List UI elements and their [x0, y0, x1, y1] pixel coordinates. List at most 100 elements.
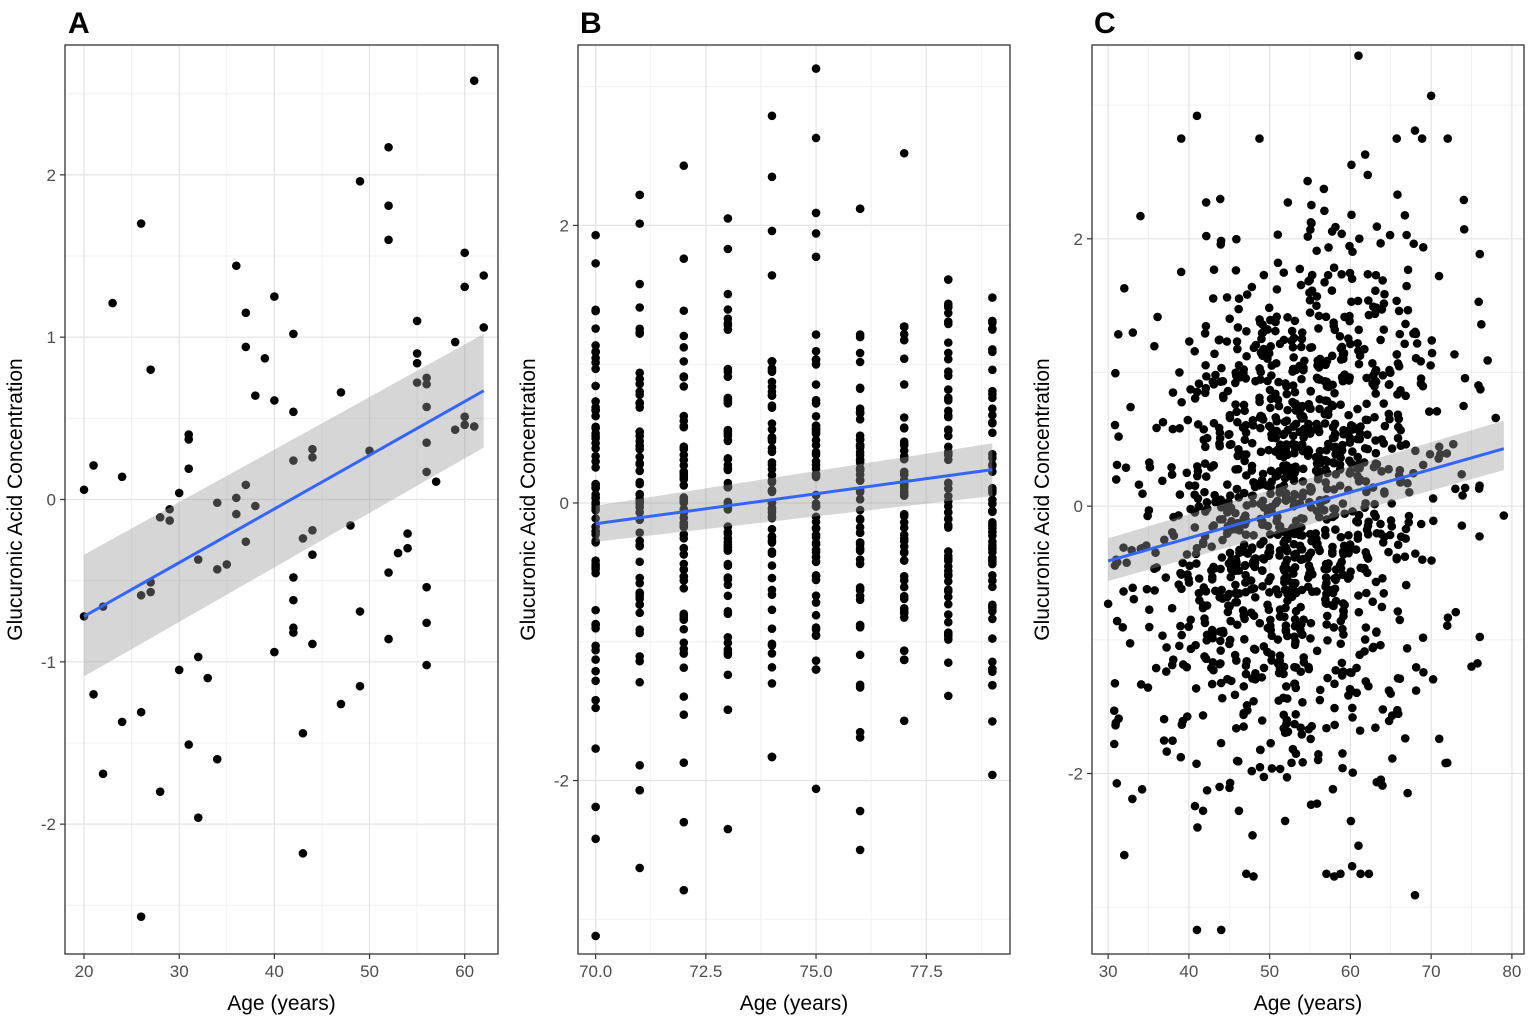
data-point: [1249, 872, 1258, 881]
data-point: [723, 214, 733, 223]
data-point: [1182, 550, 1192, 559]
data-point: [1323, 673, 1332, 683]
data-point: [1329, 318, 1338, 327]
data-point: [1315, 695, 1325, 705]
data-point: [1404, 518, 1414, 527]
data-point: [855, 559, 865, 569]
data-point: [1322, 599, 1331, 608]
data-point: [1216, 240, 1226, 249]
data-point: [1323, 564, 1332, 574]
data-point: [899, 354, 909, 363]
data-point: [1297, 328, 1307, 337]
data-point: [1288, 439, 1298, 449]
x-tick-label: 60: [455, 962, 474, 981]
data-point: [811, 499, 821, 508]
data-point: [1427, 336, 1437, 345]
data-point: [1271, 433, 1281, 443]
data-point: [469, 422, 479, 431]
data-point: [679, 519, 689, 528]
data-point: [988, 404, 997, 413]
data-point: [1411, 686, 1421, 695]
data-point: [1425, 449, 1435, 459]
data-point: [241, 480, 251, 490]
data-point: [1167, 470, 1177, 479]
data-point: [1249, 644, 1259, 654]
data-point: [1322, 396, 1332, 406]
data-point: [811, 470, 821, 479]
data-point: [1377, 435, 1386, 444]
data-point: [1400, 552, 1410, 561]
data-point: [1255, 134, 1264, 143]
data-point: [1368, 643, 1378, 653]
panel-border: [1091, 44, 1525, 955]
data-point: [1232, 484, 1242, 494]
data-point: [767, 226, 777, 236]
data-point: [1476, 384, 1485, 394]
data-point: [1266, 403, 1275, 413]
data-point: [1272, 285, 1282, 294]
data-point: [1345, 433, 1355, 443]
data-point: [635, 785, 645, 795]
data-point: [422, 618, 431, 628]
data-point: [1145, 458, 1154, 467]
data-point: [1266, 738, 1275, 748]
data-point: [1258, 320, 1267, 329]
data-point: [679, 343, 689, 352]
data-point: [1251, 593, 1260, 602]
data-point: [591, 568, 600, 578]
data-point: [1306, 482, 1315, 492]
data-point: [412, 349, 422, 358]
data-point: [1275, 764, 1285, 774]
data-point: [1241, 661, 1251, 671]
data-point: [723, 364, 733, 374]
data-point: [988, 680, 997, 690]
data-point: [1401, 580, 1411, 590]
data-point: [943, 497, 953, 506]
data-point: [1477, 320, 1486, 329]
data-point: [1112, 779, 1122, 788]
data-point: [1336, 532, 1346, 542]
data-point: [1322, 620, 1331, 629]
data-point: [1251, 376, 1260, 386]
data-point: [108, 298, 117, 308]
data-point: [988, 614, 997, 624]
data-point: [1289, 476, 1299, 486]
data-point: [1216, 636, 1225, 646]
data-point: [943, 554, 953, 563]
data-point: [1457, 469, 1466, 479]
data-point: [1267, 361, 1277, 370]
data-point: [679, 885, 689, 895]
data-point: [988, 717, 997, 726]
data-point: [1114, 432, 1123, 441]
data-point: [635, 427, 645, 437]
data-point: [1218, 376, 1228, 386]
data-point: [1136, 211, 1145, 221]
data-point: [431, 477, 441, 486]
data-point: [1174, 580, 1184, 589]
data-point: [1303, 573, 1313, 583]
data-point: [1475, 481, 1484, 490]
data-point: [591, 676, 600, 686]
confidence-band: [595, 443, 993, 542]
data-point: [635, 863, 645, 873]
data-point: [767, 172, 777, 182]
data-point: [1282, 694, 1292, 703]
data-point: [1296, 280, 1306, 290]
data-point: [899, 655, 909, 665]
data-point: [1303, 232, 1313, 241]
data-point: [1241, 669, 1251, 679]
data-point: [811, 411, 821, 421]
data-point: [899, 380, 909, 389]
data-point: [450, 337, 460, 347]
data-point: [1240, 435, 1250, 445]
data-point: [943, 303, 953, 312]
data-point: [1360, 344, 1369, 354]
data-point: [679, 481, 689, 490]
data-point: [1266, 466, 1276, 476]
data-point: [1376, 529, 1385, 538]
data-point: [1138, 489, 1147, 499]
data-point: [1418, 460, 1428, 470]
data-point: [1280, 417, 1290, 427]
data-point: [355, 607, 365, 616]
data-point: [1290, 490, 1300, 500]
